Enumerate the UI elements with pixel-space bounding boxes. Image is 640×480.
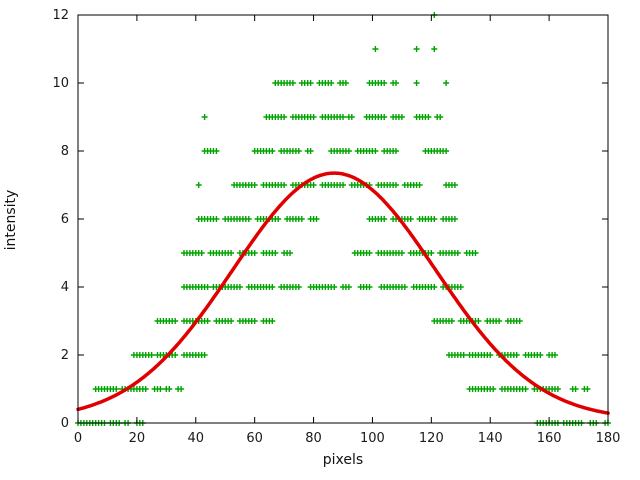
x-tick-label-80: 80	[305, 431, 322, 446]
y-tick-label-8: 8	[61, 144, 69, 159]
y-tick-label-4: 4	[61, 280, 69, 295]
y-tick-label-6: 6	[61, 212, 69, 227]
plot-border	[77, 14, 609, 424]
x-tick-label-0: 0	[74, 431, 82, 446]
x-tick-label-120: 120	[419, 431, 444, 446]
x-tick-label-140: 140	[478, 431, 503, 446]
x-tick-label-40: 40	[188, 431, 205, 446]
y-tick-label-10: 10	[52, 76, 69, 91]
fit-curve-gaussian-fit-curve	[76, 171, 610, 415]
x-tick-label-100: 100	[360, 431, 385, 446]
y-tick-label-0: 0	[61, 416, 69, 431]
x-tick-label-20: 20	[129, 431, 146, 446]
y-tick-label-12: 12	[52, 8, 69, 23]
x-axis-label: pixels	[322, 452, 364, 468]
x-tick-label-160: 160	[537, 431, 562, 446]
scatter-series-measured-intensity-points	[75, 12, 611, 426]
x-tick-label-180: 180	[596, 431, 621, 446]
x-tick-label-60: 60	[246, 431, 263, 446]
y-axis-label: intensity	[3, 189, 19, 251]
y-tick-label-2: 2	[61, 348, 69, 363]
